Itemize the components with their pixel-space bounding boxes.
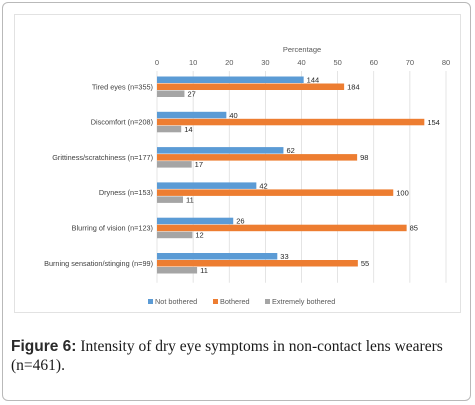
figure-frame: Percentage 0 10 20 30 40 50 60 70 80 Tired eyes … [2, 2, 471, 401]
bar-bothered [157, 260, 358, 267]
category-label: Blurring of vision (n=123) [72, 223, 153, 232]
data-label: 12 [195, 231, 203, 240]
x-axis-title: Percentage [283, 45, 321, 54]
data-label: 100 [396, 188, 409, 197]
data-label: 40 [229, 111, 237, 120]
data-label: 85 [410, 224, 418, 233]
legend-swatch [213, 299, 218, 304]
legend-swatch [148, 299, 153, 304]
x-tick-label: 40 [297, 58, 305, 67]
data-label: 62 [286, 146, 294, 155]
x-tick-label: 80 [442, 58, 450, 67]
legend-label: Bothered [220, 297, 250, 306]
bar-bothered [157, 224, 407, 232]
bar-extremely-bothered [157, 161, 192, 168]
category-label: Grittiness/scratchiness (n=177) [52, 153, 153, 162]
data-label: 17 [195, 160, 203, 169]
data-label: 98 [360, 153, 368, 162]
bar-bothered [157, 118, 425, 126]
legend-label: Extremely bothered [272, 297, 335, 306]
category-label: Discomfort (n=208) [91, 118, 153, 127]
bar-not-bothered [157, 217, 234, 225]
x-tick-label: 50 [333, 58, 341, 67]
data-label: 11 [200, 266, 208, 275]
figure-caption: Figure 6: Intensity of dry eye symptoms … [11, 337, 467, 375]
bar-extremely-bothered [157, 267, 198, 274]
chart-container: Percentage 0 10 20 30 40 50 60 70 80 Tired eyes … [14, 14, 461, 313]
data-label: 26 [236, 217, 244, 226]
data-label: 42 [259, 181, 267, 190]
data-label: 184 [347, 83, 360, 92]
category-label: Dryness (n=153) [99, 188, 153, 197]
data-label: 144 [307, 76, 320, 85]
bar-extremely-bothered [157, 125, 182, 133]
data-label: 33 [280, 252, 288, 261]
bar-bothered [157, 83, 345, 90]
bar-not-bothered [157, 147, 284, 154]
caption-label: Figure 6: [11, 338, 77, 355]
bar-bothered [157, 154, 358, 161]
bar-not-bothered [157, 253, 278, 260]
x-tick-label: 10 [189, 58, 197, 67]
bar-chart: Percentage 0 10 20 30 40 50 60 70 80 Tired eyes … [44, 45, 450, 306]
x-tick-label: 70 [406, 58, 414, 67]
data-label: 11 [186, 195, 194, 204]
bar-not-bothered [157, 111, 227, 119]
legend-swatch [265, 299, 270, 304]
caption-text: Intensity of dry eye symptoms in non-con… [11, 338, 443, 374]
category-label: Burning sensation/stinging (n=99) [44, 259, 153, 268]
category-label: Tired eyes (n=355) [92, 82, 153, 91]
bar-extremely-bothered [157, 196, 184, 203]
data-label: 55 [361, 259, 369, 268]
x-tick-label: 0 [155, 58, 159, 67]
bar-not-bothered [157, 182, 257, 189]
x-tick-label: 30 [261, 58, 269, 67]
data-label: 14 [184, 125, 192, 134]
x-tick-label: 60 [370, 58, 378, 67]
bar-extremely-bothered [157, 231, 193, 239]
bar-not-bothered [157, 76, 304, 83]
bar-bothered [157, 189, 394, 196]
data-label: 154 [427, 118, 440, 127]
legend-label: Not bothered [155, 297, 197, 306]
bar-extremely-bothered [157, 90, 185, 97]
x-tick-label: 20 [225, 58, 233, 67]
data-label: 27 [187, 90, 195, 99]
